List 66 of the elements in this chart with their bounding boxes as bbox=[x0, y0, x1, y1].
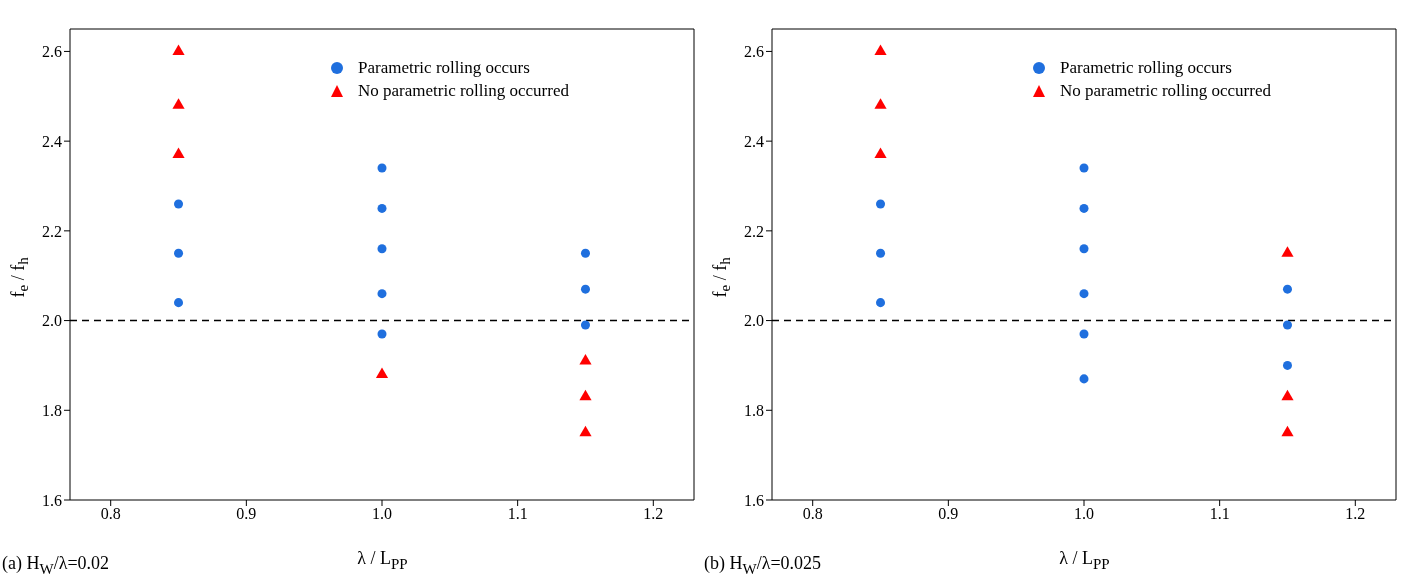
point bbox=[876, 298, 886, 308]
x-tick-label: 1.0 bbox=[1074, 505, 1094, 523]
point bbox=[174, 199, 184, 209]
y-tick-label: 2.2 bbox=[744, 222, 764, 240]
point bbox=[1282, 320, 1292, 330]
point bbox=[1079, 163, 1089, 173]
point bbox=[579, 425, 592, 437]
text: (b) H$_{W}$/λ=0.025 bbox=[704, 553, 822, 578]
y-tick-label: 1.6 bbox=[744, 491, 764, 509]
text: (a) H$_{W}$/λ=0.02 bbox=[2, 553, 110, 578]
point bbox=[874, 147, 887, 159]
point bbox=[580, 284, 590, 294]
point bbox=[1282, 360, 1292, 370]
y-tick-label: 2.2 bbox=[42, 222, 62, 240]
point bbox=[579, 353, 592, 365]
point bbox=[174, 248, 184, 258]
point bbox=[1079, 289, 1089, 299]
point bbox=[874, 98, 887, 109]
point bbox=[1281, 246, 1294, 257]
point bbox=[1281, 425, 1294, 437]
y-tick-label: 2.6 bbox=[744, 43, 764, 61]
point bbox=[1281, 389, 1294, 401]
y-tick-label: 1.8 bbox=[42, 401, 62, 419]
point bbox=[1282, 284, 1292, 294]
legend-label: Parametric rolling occurs bbox=[358, 57, 530, 78]
x-tick-label: 0.8 bbox=[802, 505, 823, 523]
point bbox=[874, 44, 887, 55]
point bbox=[377, 163, 387, 173]
point bbox=[876, 199, 886, 209]
point bbox=[375, 367, 389, 378]
point bbox=[377, 203, 387, 213]
point bbox=[579, 389, 592, 401]
point bbox=[1079, 329, 1089, 339]
x-tick-label: 1.1 bbox=[507, 505, 528, 523]
x-tick-label: 1.2 bbox=[1345, 505, 1366, 523]
x-axis-title: λ / L$_{PP}$ bbox=[1059, 548, 1110, 572]
y-tick-label: 1.6 bbox=[42, 491, 62, 509]
x-axis-title: λ / L$_{PP}$ bbox=[357, 548, 408, 572]
point bbox=[1079, 203, 1089, 213]
y-tick-label: 2.6 bbox=[42, 43, 62, 61]
point bbox=[580, 320, 590, 330]
legend-label: No parametric rolling occurred bbox=[358, 80, 569, 101]
y-tick-label: 2.4 bbox=[42, 132, 62, 150]
y-tick-label: 2.4 bbox=[744, 132, 764, 150]
x-tick-label: 0.9 bbox=[236, 505, 257, 523]
y-tick-label: 2.0 bbox=[42, 312, 62, 330]
x-tick-label: 0.9 bbox=[938, 505, 959, 523]
y-tick-label: 2.0 bbox=[744, 312, 764, 330]
point bbox=[377, 329, 387, 339]
x-tick-label: 1.0 bbox=[372, 505, 392, 523]
point bbox=[172, 147, 185, 159]
point bbox=[377, 244, 387, 254]
legend-label: No parametric rolling occurred bbox=[1060, 80, 1271, 101]
legend-label: Parametric rolling occurs bbox=[1060, 57, 1232, 78]
x-tick-label: 1.2 bbox=[643, 505, 664, 523]
point bbox=[174, 298, 184, 308]
point bbox=[377, 289, 387, 299]
y-tick-label: 1.8 bbox=[744, 401, 764, 419]
point bbox=[172, 98, 185, 109]
point bbox=[1079, 374, 1089, 384]
point bbox=[1079, 244, 1089, 254]
point bbox=[580, 248, 590, 258]
x-tick-label: 1.1 bbox=[1209, 505, 1230, 523]
x-tick-label: 0.8 bbox=[100, 505, 121, 523]
point bbox=[876, 248, 886, 258]
point bbox=[172, 44, 185, 55]
